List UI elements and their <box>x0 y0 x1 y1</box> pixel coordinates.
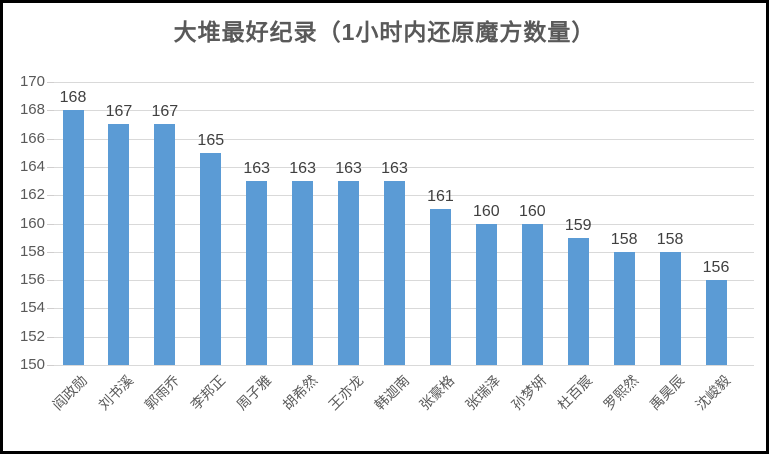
x-category-label: 郭雨乔 <box>141 372 183 414</box>
gridline <box>50 166 754 168</box>
bar-value-label: 160 <box>473 202 500 220</box>
y-tick-label: 162 <box>19 186 45 204</box>
gridline <box>50 82 754 83</box>
y-axis-tick <box>47 280 54 282</box>
plot-area: 150 152 154 156 158 160 162 164 166 168 170 168 阎政勋 1… <box>3 3 766 451</box>
x-category-label: 王亦龙 <box>324 372 366 414</box>
bar <box>62 110 84 365</box>
x-category-label: 胡希然 <box>278 372 320 414</box>
x-category-label: 李邦正 <box>187 372 229 414</box>
y-axis-tick <box>47 308 54 310</box>
bar-value-label: 167 <box>151 103 179 121</box>
bar <box>567 237 589 365</box>
y-tick-label: 166 <box>19 129 45 147</box>
bar-value-label: 158 <box>610 230 638 248</box>
y-tick-label: 170 <box>19 73 45 90</box>
y-axis-tick <box>47 336 54 338</box>
bar-value-label: 163 <box>289 160 316 178</box>
bar-value-label: 161 <box>427 188 454 206</box>
bar <box>384 181 405 365</box>
bar <box>521 223 543 365</box>
bar <box>154 124 176 365</box>
x-category-label: 禹昊辰 <box>646 372 688 414</box>
y-tick-label: 168 <box>19 101 45 119</box>
bar <box>292 181 314 365</box>
bar-value-label: 168 <box>59 89 87 107</box>
x-category-label: 张豪格 <box>416 372 458 414</box>
y-tick-label: 156 <box>19 271 45 289</box>
x-category-label: 沈峻毅 <box>692 372 734 414</box>
x-category-label: 张瑞泽 <box>462 372 504 414</box>
gridline <box>50 110 754 112</box>
bar-value-label: 163 <box>381 160 408 178</box>
bar-value-label: 163 <box>335 160 362 178</box>
y-tick-label: 164 <box>19 157 45 175</box>
x-category-label: 韩迦南 <box>370 372 412 414</box>
y-tick-label: 160 <box>19 214 45 232</box>
y-tick-label: 152 <box>19 327 45 345</box>
bar-value-label: 158 <box>656 230 684 248</box>
bar-value-label: 160 <box>518 202 546 220</box>
y-axis-tick <box>47 251 54 253</box>
bar <box>338 181 360 365</box>
x-category-label: 杜百宸 <box>554 372 596 414</box>
x-category-label: 周子雅 <box>233 372 275 414</box>
bar-value-label: 165 <box>197 131 225 149</box>
bar-value-label: 159 <box>564 216 592 234</box>
bar <box>613 251 635 365</box>
x-category-label: 罗熙然 <box>600 372 642 414</box>
bar <box>659 251 681 365</box>
y-axis-tick <box>47 223 54 225</box>
y-axis-tick <box>47 110 54 112</box>
x-category-label: 刘书溪 <box>95 372 137 414</box>
y-axis-tick <box>47 195 54 197</box>
gridline <box>50 365 754 366</box>
bar <box>108 124 130 365</box>
y-axis-tick <box>47 82 54 83</box>
bar <box>246 181 268 365</box>
bar <box>475 223 497 365</box>
y-tick-label: 158 <box>19 242 45 260</box>
y-axis-tick <box>47 166 54 168</box>
bar-value-label: 163 <box>243 160 271 178</box>
bar <box>200 152 222 365</box>
x-category-label: 阎政勋 <box>49 372 91 414</box>
bar <box>429 209 451 365</box>
y-tick-label: 150 <box>19 356 45 373</box>
y-axis-tick <box>47 138 54 140</box>
bar-value-label: 156 <box>702 259 730 277</box>
bar <box>705 280 727 365</box>
bar-value-label: 167 <box>105 103 133 121</box>
y-axis-tick <box>47 365 54 366</box>
chart-title: 大堆最好纪录（1小时内还原魔方数量） <box>173 19 596 45</box>
y-tick-label: 154 <box>19 299 45 317</box>
x-category-label: 孙梦妍 <box>508 372 550 414</box>
gridline <box>50 138 754 140</box>
